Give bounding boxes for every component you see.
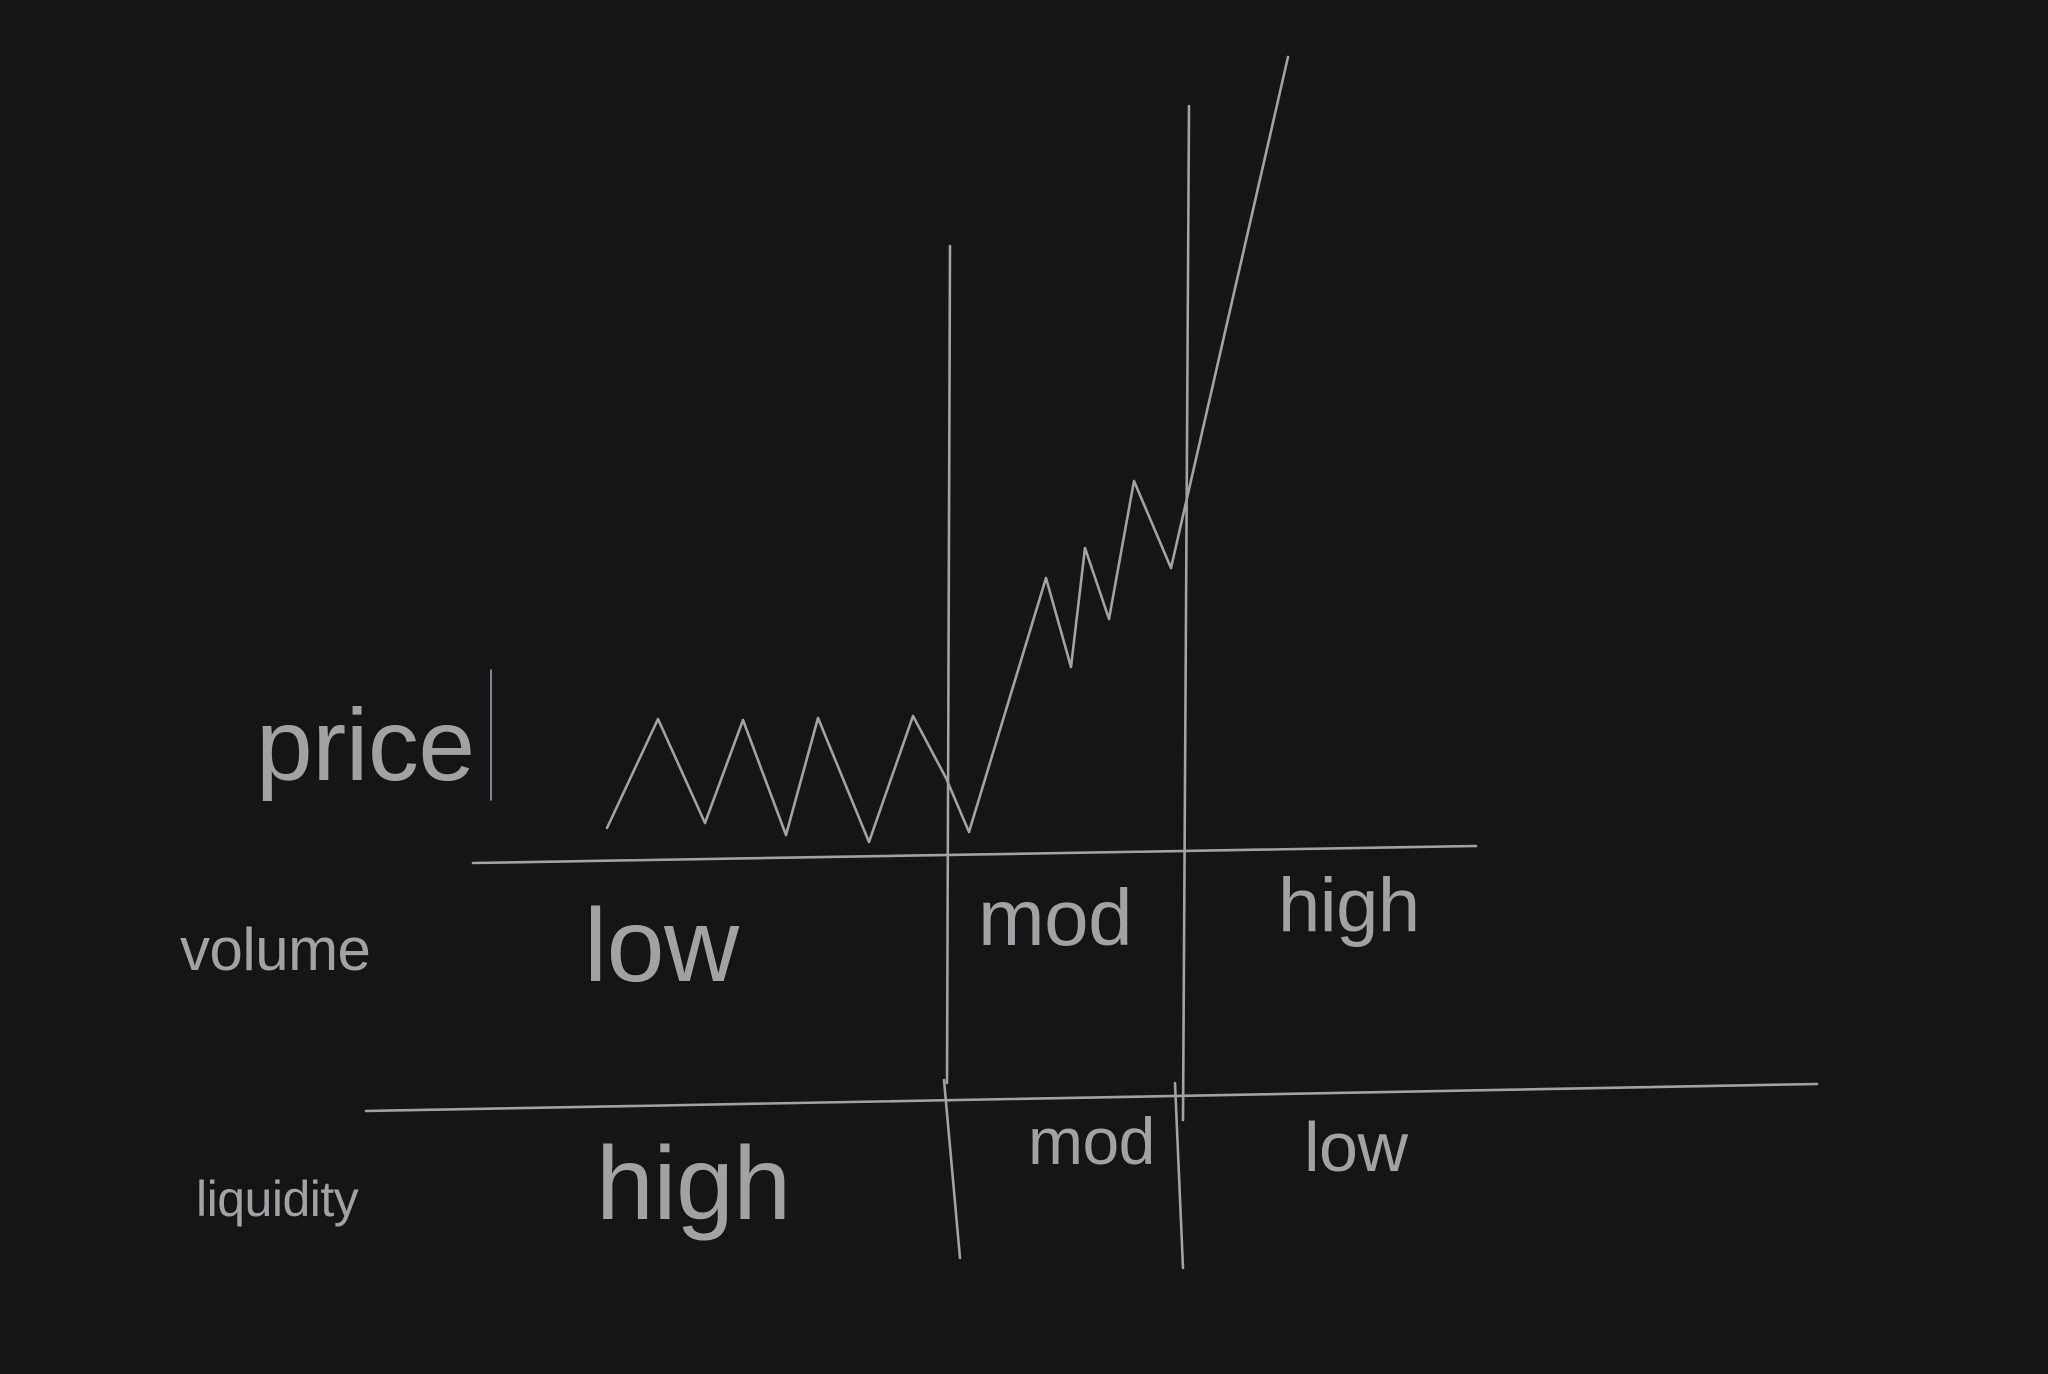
liquidity-mod-label: mod xyxy=(1028,1104,1155,1178)
liquidity-label: liquidity xyxy=(196,1171,359,1227)
volume-mod-label: mod xyxy=(978,873,1133,962)
volume-divider-line xyxy=(471,844,1478,865)
volume-low-label: low xyxy=(584,888,739,1004)
price-line xyxy=(605,55,1290,844)
low-mod-boundary-upper xyxy=(945,244,952,1085)
volume-label: volume xyxy=(180,916,371,983)
mod-high-boundary-upper xyxy=(1181,104,1191,1122)
mod-high-boundary-lower xyxy=(1173,1081,1185,1270)
price-label: price xyxy=(256,688,475,802)
liquidity-low-label: low xyxy=(1304,1108,1408,1186)
liquidity-high-label: high xyxy=(596,1126,791,1242)
low-mod-boundary-lower xyxy=(942,1078,962,1260)
volume-high-label: high xyxy=(1278,863,1420,948)
liquidity-divider-line xyxy=(364,1082,1819,1113)
